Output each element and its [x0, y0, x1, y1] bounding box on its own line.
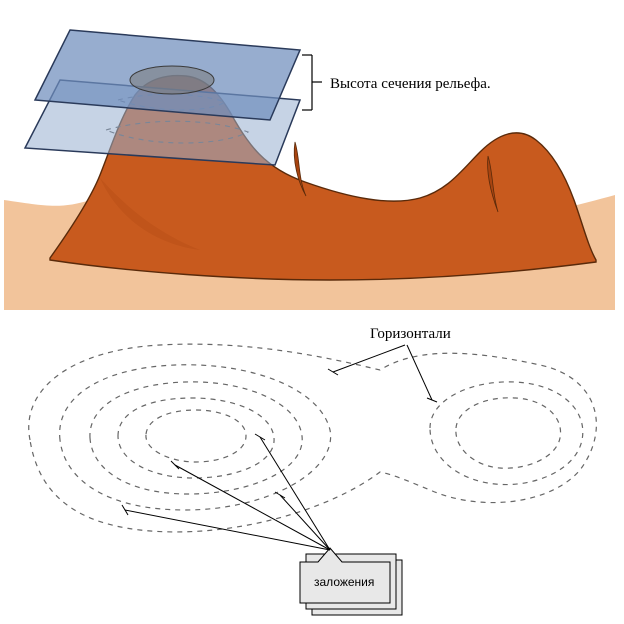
section-height-label: Высота сечения рельефа. [330, 76, 491, 92]
peak-top-slice [130, 66, 214, 94]
contours-label: Горизонтали [370, 326, 451, 342]
contour-plan [29, 344, 597, 532]
terrain-section [4, 30, 615, 310]
height-bracket [302, 55, 322, 110]
contours-leaders [328, 345, 437, 402]
contour-outer [29, 344, 597, 532]
cutting-planes [25, 30, 300, 165]
layings-box-stack: заложения [300, 548, 402, 615]
layings-label: заложения [314, 575, 374, 589]
diagram-canvas: Высота сечения рельефа. Горизонтали зало… [0, 0, 624, 624]
layings-leaders [122, 434, 330, 550]
